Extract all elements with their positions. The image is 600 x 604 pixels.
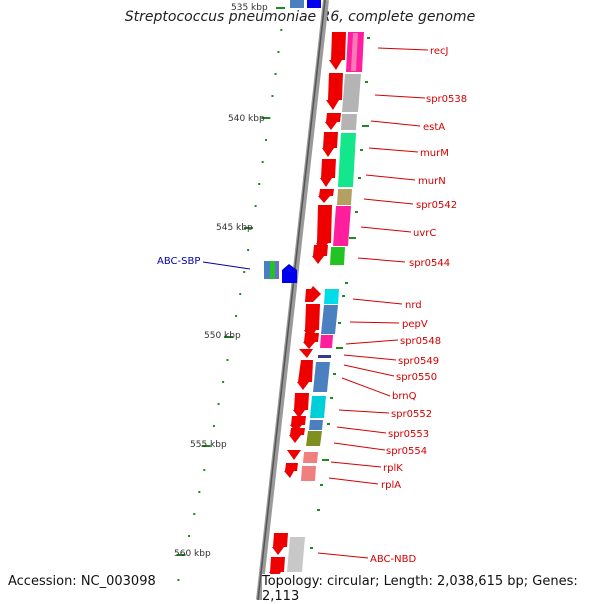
accession-text: Accession: NC_003098 bbox=[8, 574, 156, 589]
category-box-uvrC bbox=[333, 206, 351, 246]
topology-text: Topology: circular; Length: 2,038,615 bp… bbox=[262, 574, 600, 604]
gene-arrow-rplA bbox=[284, 463, 298, 478]
gene-label-spr0548: spr0548 bbox=[400, 336, 441, 347]
category-box-spr0548 bbox=[320, 335, 333, 348]
gene-arrow-spr0544 bbox=[312, 245, 328, 264]
gene-label-recJ: recJ bbox=[430, 46, 449, 57]
gene-label-rplK: rplK bbox=[383, 463, 403, 474]
gene-arrow-rplK bbox=[287, 450, 301, 460]
gene-arrow-murM bbox=[322, 132, 338, 157]
scale-label-560: 560 kbp bbox=[174, 549, 211, 559]
category-box-murM-murN bbox=[338, 133, 356, 187]
gene-arrow-spr0549 bbox=[299, 349, 313, 358]
gene-arrow-estA bbox=[325, 113, 341, 130]
scale-label-555: 555 kbp bbox=[190, 440, 227, 450]
feature-abc-sbp bbox=[264, 261, 297, 283]
gene-arrow-nrd bbox=[305, 286, 321, 302]
gene-label-spr0550: spr0550 bbox=[396, 372, 437, 383]
gene-arrow-brnQ bbox=[297, 360, 313, 390]
category-box-spr0552 bbox=[310, 396, 326, 418]
abc-sbp-label: ABC-SBP bbox=[157, 256, 200, 267]
gene-leaders bbox=[317, 47, 429, 559]
scale-ticks bbox=[176, 7, 286, 581]
gene-label-rplA: rplA bbox=[381, 480, 401, 491]
gene-label-brnQ: brnQ bbox=[392, 391, 417, 402]
scale-label-545: 545 kbp bbox=[216, 223, 253, 233]
gene-arrow-pepV bbox=[304, 304, 320, 340]
gene-label-murN: murN bbox=[418, 176, 446, 187]
gene-arrow-spr0542 bbox=[318, 189, 334, 203]
genome-backbone bbox=[256, 0, 329, 600]
gene-label-pepV: pepV bbox=[402, 319, 428, 330]
category-box-spr0553 bbox=[309, 420, 323, 430]
category-box-spr0549 bbox=[318, 355, 331, 358]
gene-label-uvrC: uvrC bbox=[413, 228, 436, 239]
category-box-spr0554 bbox=[306, 431, 322, 446]
gene-label-murM: murM bbox=[420, 148, 449, 159]
gene-label-spr0552: spr0552 bbox=[391, 409, 432, 420]
category-box-brnQ bbox=[313, 362, 330, 392]
gene-label-spr0538: spr0538 bbox=[426, 94, 467, 105]
gene-label-estA: estA bbox=[423, 122, 445, 133]
gene-label-ABC-NBD: ABC-NBD bbox=[370, 554, 416, 565]
gene-label-nrd: nrd bbox=[405, 300, 422, 311]
category-box-spr0544 bbox=[330, 247, 345, 265]
scale-label-540: 540 kbp bbox=[228, 114, 265, 124]
category-box-rplA bbox=[301, 466, 316, 481]
gene-arrow-spr0548 bbox=[303, 333, 319, 349]
feature-dashes bbox=[310, 37, 370, 549]
gene-arrow-uvrC bbox=[316, 205, 332, 252]
gene-label-spr0542: spr0542 bbox=[416, 200, 457, 211]
gene-arrow-ABC-NBD bbox=[272, 533, 288, 555]
gene-arrow-spr0554 bbox=[289, 428, 305, 443]
gene-label-spr0549: spr0549 bbox=[398, 356, 439, 367]
gene-label-spr0553: spr0553 bbox=[388, 429, 429, 440]
scale-labels: 535 kbp 540 kbp 545 kbp 550 kbp 555 kbp … bbox=[174, 3, 268, 559]
gene-labels: recJ spr0538 estA murM murN spr0542 uvrC… bbox=[370, 46, 467, 565]
gene-label-spr0544: spr0544 bbox=[409, 258, 450, 269]
category-box-spr0538 bbox=[342, 74, 361, 112]
map-title: Streptococcus pneumoniae R6, complete ge… bbox=[124, 9, 476, 25]
category-box-spr0542 bbox=[337, 189, 352, 205]
feature-top-blue bbox=[290, 0, 304, 8]
abc-sbp-leader bbox=[202, 261, 251, 270]
category-box-nrd bbox=[324, 289, 339, 304]
category-boxes bbox=[283, 32, 364, 600]
category-box-pepV bbox=[321, 305, 338, 334]
category-box-estA bbox=[341, 114, 357, 130]
scale-label-535: 535 kbp bbox=[231, 3, 268, 13]
gene-arrow-murN bbox=[320, 159, 336, 187]
feature-top-navy bbox=[307, 0, 321, 8]
scale-label-550: 550 kbp bbox=[204, 331, 241, 341]
gene-arrow-recJ bbox=[329, 32, 346, 70]
gene-label-spr0554: spr0554 bbox=[386, 446, 427, 457]
gene-arrow-spr0538 bbox=[326, 73, 343, 110]
gene-arrow-spr0552 bbox=[293, 393, 309, 418]
category-box-ABC-NBD bbox=[287, 537, 305, 572]
category-box-rplK bbox=[303, 452, 318, 463]
